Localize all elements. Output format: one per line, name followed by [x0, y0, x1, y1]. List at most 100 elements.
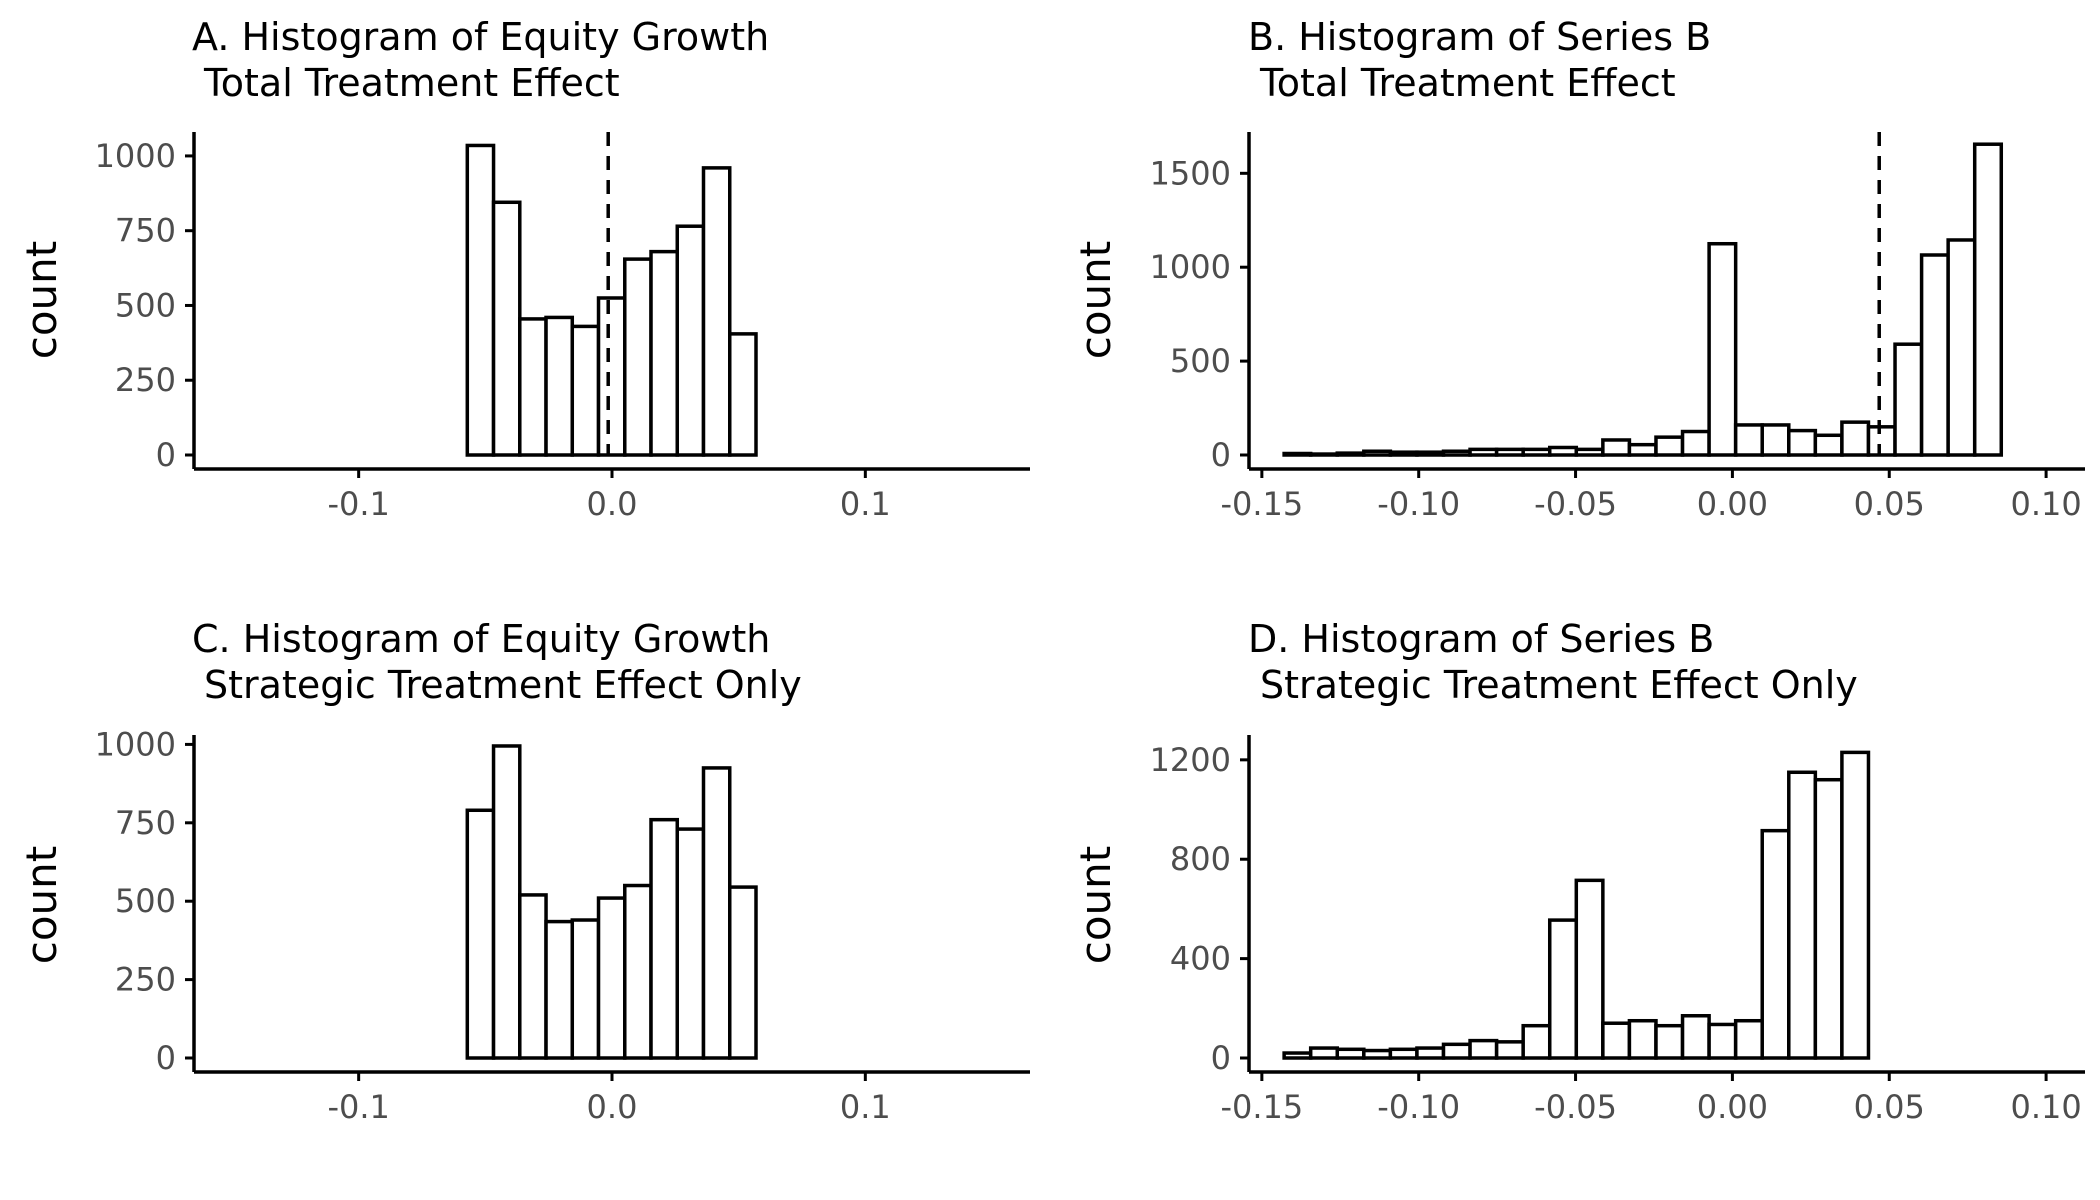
x-tick-label: -0.05: [1534, 485, 1617, 523]
histogram-bar: [1521, 1023, 1552, 1060]
histogram-bar: [1335, 1047, 1366, 1060]
y-tick-label: 400: [1170, 940, 1231, 978]
x-tick-label: -0.05: [1534, 1088, 1617, 1126]
y-tick-label: 750: [115, 804, 176, 842]
panel-c-title-line-1: C. Histogram of Equity Growth: [192, 617, 770, 661]
histogram-bar: [1972, 142, 2004, 457]
histogram-bar: [1866, 425, 1897, 457]
histogram-bar: [623, 883, 653, 1060]
y-tick-label: 1000: [1150, 248, 1231, 286]
histogram-bar: [701, 166, 732, 457]
panel-c-y-axis-label: count: [17, 846, 66, 965]
panel-a: A. Histogram of Equity Growth Total Trea…: [17, 15, 1030, 523]
histogram-bar: [1654, 1023, 1685, 1060]
x-tick-label: 0.10: [2010, 485, 2081, 523]
x-tick-label: -0.15: [1220, 1088, 1303, 1126]
panel-b-y-axis-label: count: [1071, 241, 1120, 360]
histogram-bar: [675, 827, 706, 1060]
histogram-bar: [675, 224, 706, 457]
histogram-bar: [728, 885, 758, 1060]
histogram-bar: [1282, 451, 1313, 457]
histogram-bar: [1547, 918, 1579, 1060]
histogram-bar: [1760, 828, 1791, 1060]
histogram-bar: [1840, 750, 1871, 1060]
histogram-bar: [1707, 1022, 1738, 1060]
panel-a-title-line-2: Total Treatment Effect: [203, 61, 620, 105]
panel-d: D. Histogram of Series B Strategic Treat…: [1071, 617, 2085, 1126]
histogram-bar: [491, 744, 522, 1060]
histogram-bar: [1468, 447, 1499, 457]
histogram-bar: [1787, 770, 1818, 1060]
y-tick-label: 1200: [1150, 741, 1231, 779]
histogram-bar: [1388, 1047, 1419, 1060]
panel-c-plot: 0 250 500 750 1000 -0.1 0.0 0.1: [95, 725, 1030, 1126]
y-tick-label: 0: [1211, 436, 1231, 474]
histogram-bar: [1787, 428, 1818, 457]
histogram-bar: [1893, 342, 1924, 457]
histogram-bar: [1733, 1018, 1764, 1060]
x-tick-label: -0.15: [1220, 485, 1303, 523]
histogram-bar: [491, 200, 522, 457]
histogram-bar: [596, 896, 627, 1060]
y-tick-label: 250: [115, 961, 176, 999]
x-tick-label: -0.10: [1377, 485, 1460, 523]
panel-a-plot: 0 250 500 750 1000 -0.1 0.0 0.1: [95, 132, 1030, 523]
histogram-bar: [1946, 238, 1977, 457]
histogram-bar: [1680, 1014, 1711, 1060]
histogram-bar: [544, 315, 575, 457]
x-tick-label: -0.1: [327, 485, 389, 523]
histogram-bar: [570, 324, 601, 457]
y-tick-label: 500: [115, 882, 176, 920]
x-tick-label: 0.10: [2010, 1088, 2081, 1126]
x-tick-label: 0.00: [1697, 1088, 1768, 1126]
histogram-bar: [1707, 241, 1738, 457]
x-tick-label: 0.0: [587, 1088, 638, 1126]
y-tick-label: 1000: [95, 725, 176, 763]
y-tick-label: 0: [156, 1039, 176, 1077]
histogram-bar: [1919, 253, 1950, 457]
histogram-bar: [1415, 1046, 1446, 1060]
histogram-bar: [701, 766, 732, 1060]
y-tick-label: 1000: [95, 137, 176, 175]
panel-a-title-line-1: A. Histogram of Equity Growth: [192, 15, 769, 59]
histogram-bar: [465, 143, 496, 457]
panel-c: C. Histogram of Equity Growth Strategic …: [17, 617, 1030, 1126]
histogram-bar: [1813, 777, 1844, 1060]
panel-d-y-axis-label: count: [1071, 846, 1120, 965]
histogram-bar: [1415, 450, 1446, 457]
histogram-bar: [1547, 445, 1579, 457]
histogram-bar: [1601, 438, 1632, 457]
histogram-bar: [1840, 420, 1871, 457]
panel-b-title-line-2: Total Treatment Effect: [1259, 61, 1676, 105]
histogram-bar: [596, 296, 627, 457]
histogram-bar: [1362, 1048, 1393, 1060]
histogram-bar: [1282, 1051, 1313, 1060]
panel-b: B. Histogram of Series B Total Treatment…: [1071, 15, 2085, 523]
y-tick-label: 500: [1170, 342, 1231, 380]
histogram-bar: [1308, 1046, 1339, 1060]
histogram-bar: [1494, 447, 1525, 457]
histogram-bar: [649, 249, 680, 457]
histogram-bar: [1601, 1021, 1632, 1060]
panel-b-title-line-1: B. Histogram of Series B: [1248, 15, 1711, 59]
histogram-bar: [1441, 449, 1472, 457]
histogram-bar: [518, 317, 548, 457]
x-tick-label: 0.1: [840, 485, 891, 523]
histogram-bar: [728, 332, 758, 457]
panel-c-title-line-2: Strategic Treatment Effect Only: [204, 663, 802, 707]
histogram-bar: [544, 919, 575, 1060]
histogram-bar: [623, 257, 653, 457]
y-tick-label: 250: [115, 361, 176, 399]
panel-d-title-line-1: D. Histogram of Series B: [1248, 617, 1714, 661]
histogram-bar: [1760, 423, 1791, 457]
panel-b-plot: 0 500 1000 1500 -0.15 -0.10 -0.05 0.00 0.05 0.10: [1150, 132, 2085, 523]
histogram-bar: [1654, 435, 1685, 457]
x-tick-label: 0.00: [1697, 485, 1768, 523]
y-tick-label: 0: [156, 436, 176, 474]
y-tick-label: 1500: [1150, 154, 1231, 192]
histogram-bar: [649, 817, 680, 1060]
y-tick-label: 0: [1211, 1039, 1231, 1077]
histogram-bar: [1813, 433, 1844, 457]
x-tick-label: 0.0: [587, 485, 638, 523]
